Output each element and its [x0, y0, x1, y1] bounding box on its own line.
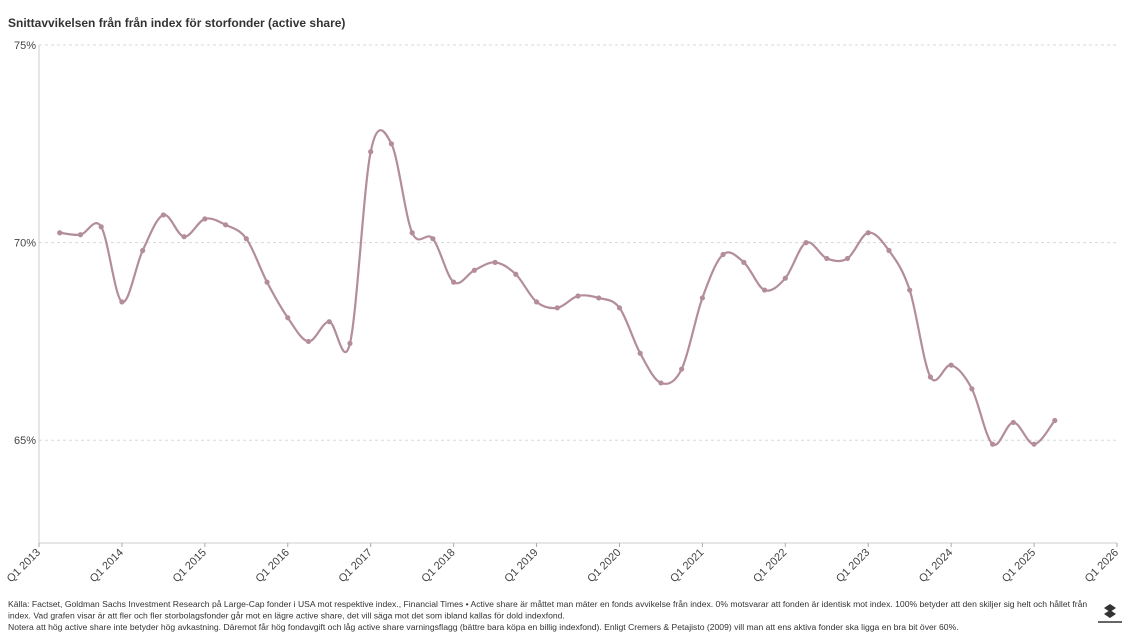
point — [160, 212, 166, 218]
x-tick-label: Q1 2017 — [336, 547, 374, 585]
point — [77, 232, 84, 238]
x-tick-label: Q1 2020 — [585, 547, 623, 585]
point — [720, 251, 726, 258]
chart-title: Snittavvikelsen från från index för stor… — [8, 16, 345, 30]
point — [181, 234, 187, 240]
point — [824, 255, 830, 262]
point — [637, 350, 643, 356]
y-tick-label: 75% — [14, 40, 36, 52]
point — [222, 222, 229, 228]
x-tick-label: Q1 2015 — [171, 547, 209, 585]
footnote: index. Vad grafen visar är att fler och … — [8, 611, 565, 621]
point — [409, 230, 415, 236]
point — [865, 230, 871, 236]
point — [326, 319, 332, 325]
point — [140, 247, 146, 254]
point — [886, 247, 892, 254]
x-tick-label: Q1 2024 — [917, 547, 955, 585]
point — [513, 271, 519, 277]
line — [59, 129, 1056, 446]
point — [927, 374, 934, 380]
point — [471, 267, 477, 273]
x-tick-label: Q1 2014 — [88, 547, 126, 585]
point — [98, 224, 104, 230]
point — [430, 236, 436, 242]
point — [1010, 419, 1016, 426]
point — [741, 259, 747, 265]
point — [948, 362, 954, 368]
point — [761, 287, 768, 293]
point — [679, 366, 685, 372]
point — [699, 295, 705, 301]
footnote: Källa: Factset, Goldman Sachs Investment… — [8, 599, 1087, 609]
y-tick-label: 65% — [14, 435, 36, 447]
point — [451, 279, 457, 285]
point — [305, 338, 312, 345]
x-tick-label: Q1 2026 — [1083, 547, 1121, 585]
point — [243, 236, 249, 242]
x-tick-label: Q1 2019 — [502, 547, 540, 585]
logo — [1098, 604, 1122, 623]
point — [803, 240, 809, 246]
point — [57, 230, 63, 236]
x-tick-label: Q1 2022 — [751, 547, 789, 585]
point — [616, 305, 623, 311]
point — [202, 216, 208, 222]
x-tick-label: Q1 2025 — [1000, 547, 1038, 585]
point — [285, 315, 291, 321]
point — [264, 279, 270, 285]
footnote: Notera att hög active share inte betyder… — [8, 622, 959, 632]
point — [347, 340, 353, 347]
y-tick-label: 70% — [14, 238, 36, 250]
x-tick-label: Q1 2021 — [668, 547, 706, 585]
point — [368, 149, 374, 155]
point — [969, 386, 975, 392]
point — [554, 305, 560, 311]
point — [492, 259, 498, 265]
point — [119, 299, 125, 305]
point — [1031, 441, 1037, 447]
point — [990, 441, 996, 447]
point — [907, 287, 913, 293]
point — [782, 275, 788, 281]
point — [658, 380, 664, 386]
x-tick-label: Q1 2013 — [5, 547, 43, 585]
x-tick-label: Q1 2018 — [419, 547, 457, 585]
point — [596, 295, 602, 301]
point — [575, 293, 581, 299]
x-tick-label: Q1 2016 — [254, 547, 292, 585]
point — [1052, 417, 1058, 424]
point — [533, 299, 540, 305]
x-tick-label: Q1 2023 — [834, 547, 872, 585]
point — [388, 141, 395, 147]
point — [844, 255, 851, 262]
